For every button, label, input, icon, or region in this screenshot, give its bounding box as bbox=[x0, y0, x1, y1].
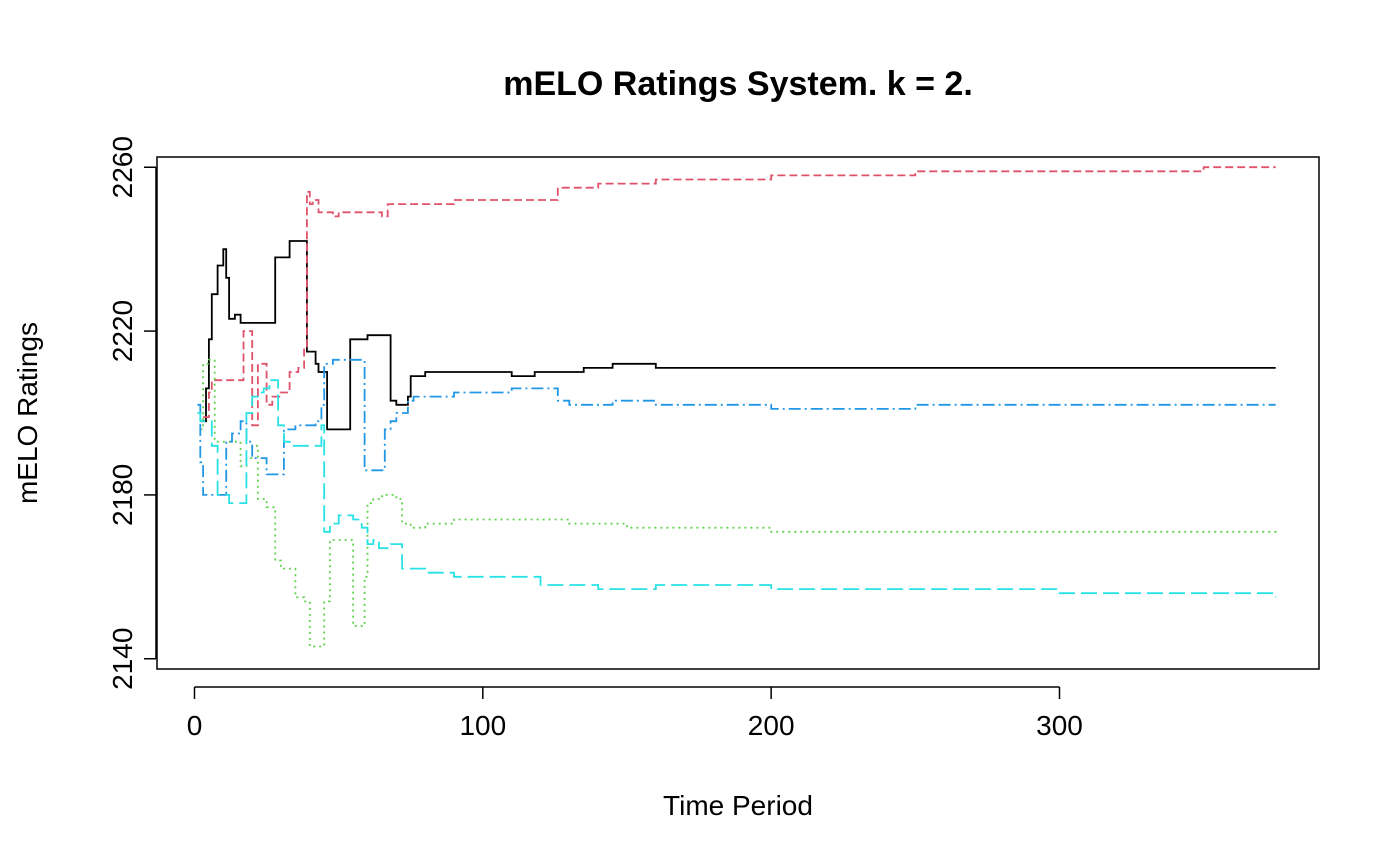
y-tick-label: 2180 bbox=[107, 464, 138, 526]
series-5-line bbox=[197, 379, 1277, 598]
y-tick-label: 2220 bbox=[107, 300, 138, 362]
series-layer bbox=[197, 166, 1277, 648]
x-tick-label: 0 bbox=[187, 710, 203, 741]
series-4-line bbox=[197, 358, 1276, 496]
y-tick-label: 2260 bbox=[107, 136, 138, 198]
x-axis: 0 100 200 300 bbox=[187, 686, 1083, 741]
x-tick-label: 200 bbox=[748, 710, 795, 741]
x-axis-label: Time Period bbox=[663, 790, 813, 821]
y-axis: 2140 2180 2220 2260 bbox=[107, 136, 157, 690]
x-tick-label: 100 bbox=[459, 710, 506, 741]
plot-frame bbox=[156, 156, 1320, 670]
chart-title: mELO Ratings System. k = 2. bbox=[503, 65, 973, 103]
x-tick-label: 300 bbox=[1036, 710, 1083, 741]
y-tick-label: 2140 bbox=[107, 628, 138, 690]
y-axis-label: mELO Ratings bbox=[12, 322, 43, 504]
series-3-line bbox=[200, 358, 1277, 648]
series-2-line bbox=[203, 166, 1276, 427]
series-1-line bbox=[200, 240, 1276, 431]
